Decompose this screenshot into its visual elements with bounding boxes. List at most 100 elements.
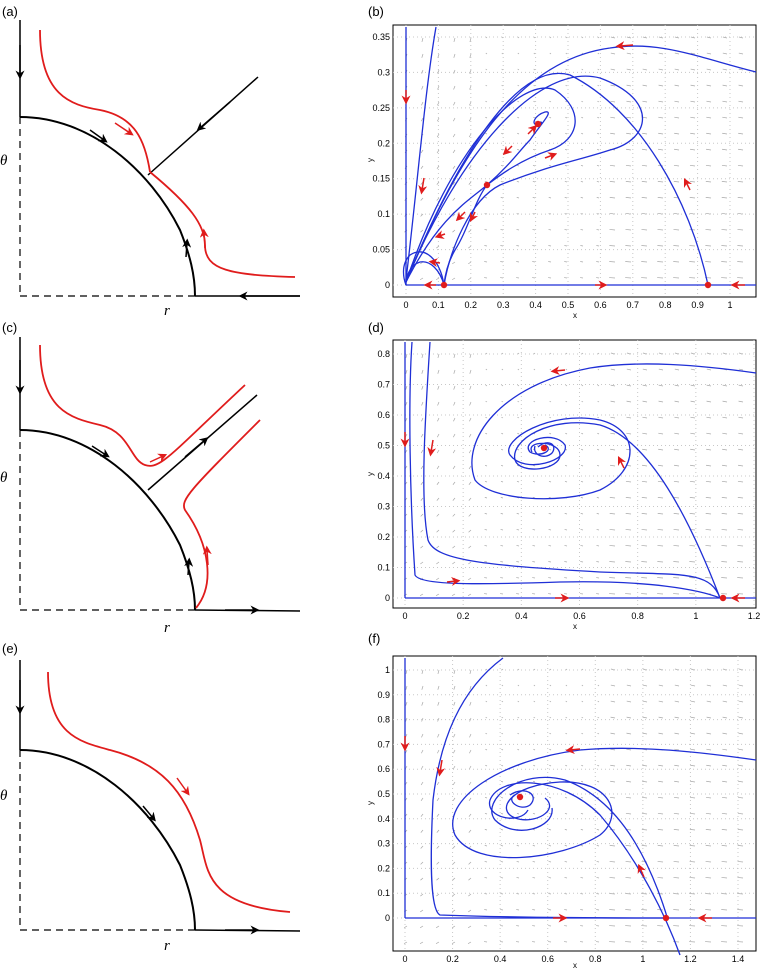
quiver-arrow [532, 812, 536, 815]
quiver-arrow [453, 749, 456, 754]
quiver-arrow [597, 84, 600, 87]
quiver-arrow [597, 368, 600, 371]
quiver-arrow [549, 432, 552, 435]
quiver-arrow [722, 116, 728, 119]
quiver-arrow [673, 180, 680, 183]
quiver-arrow [690, 764, 696, 767]
trajectory [423, 341, 721, 599]
quiver-arrow [533, 684, 536, 687]
quiver-arrow [625, 861, 632, 863]
quiver-arrow [501, 384, 504, 387]
quiver-arrow [737, 197, 744, 199]
quiver-arrow [673, 812, 680, 815]
quiver-arrow [609, 796, 616, 799]
quiver-arrow [626, 148, 632, 151]
quiver-arrow [516, 181, 520, 183]
quiver-arrow [564, 245, 568, 247]
quiver-arrow [485, 700, 488, 703]
quiver-arrow [626, 132, 632, 135]
quiver-arrow [436, 561, 440, 565]
quiver-arrow [405, 669, 408, 675]
red-orbit-upper [39, 29, 151, 173]
quiver-arrow [549, 116, 552, 119]
quiver-arrow [469, 353, 472, 359]
quiver-arrow [452, 149, 456, 154]
quiver-arrow [597, 416, 600, 419]
quiver-arrow [565, 100, 568, 103]
quiver-arrow [565, 748, 568, 751]
quiver-arrow [405, 717, 408, 722]
quiver-arrow [625, 796, 632, 799]
flow-arrow [418, 177, 428, 195]
quiver-arrow [597, 764, 600, 767]
quiver-arrow [738, 448, 744, 451]
quiver-arrow [452, 845, 456, 849]
quiver-arrow [738, 668, 744, 671]
quiver-arrow [484, 197, 488, 199]
quiver-arrow [706, 36, 712, 39]
quiver-arrow [581, 448, 584, 451]
quiver-arrow [721, 497, 728, 499]
quiver-arrow [580, 148, 584, 151]
quiver-arrow [641, 497, 648, 499]
quiver-arrow [738, 368, 744, 371]
quiver-arrow [722, 84, 728, 87]
quiver-arrow [674, 84, 680, 87]
quiver-arrow [625, 545, 632, 547]
quiver-arrow [642, 148, 648, 151]
quiver-arrow [467, 941, 472, 944]
manifold-arrow [184, 437, 209, 458]
quiver-arrow [548, 197, 552, 199]
quiver-arrow [549, 716, 552, 719]
quiver-arrow [421, 37, 424, 43]
quiver-arrow [737, 561, 744, 563]
quiver-arrow [532, 877, 536, 879]
quiver-arrow [468, 513, 472, 517]
quiver-arrow [421, 733, 424, 738]
quiver-arrow [516, 845, 520, 847]
quiver-arrow [657, 796, 664, 799]
quiver-arrow [625, 812, 632, 815]
flow-arrows [400, 366, 745, 603]
quiver-arrow [581, 668, 584, 671]
quiver-arrow [501, 448, 504, 451]
quiver-arrow [532, 245, 536, 247]
quiver-arrow [706, 416, 712, 419]
quiver-arrow [689, 845, 696, 847]
quiver-arrow [469, 69, 472, 74]
quiver-arrow [517, 84, 520, 87]
quiver-arrow [580, 861, 584, 863]
quiver-arrow [565, 84, 568, 87]
quiver-arrow [516, 513, 520, 515]
quiver-arrow [642, 52, 648, 55]
quiver-arrow [549, 448, 552, 451]
y-tick-label: 1 [385, 665, 390, 675]
quiver-arrow [673, 861, 680, 863]
quiver-arrow [610, 764, 616, 767]
quiver-arrow [468, 797, 472, 802]
quiver-arrow [674, 400, 680, 403]
quiver-arrow [706, 100, 712, 103]
quiver-arrow [468, 165, 472, 169]
quiver-arrow [484, 245, 488, 247]
quiver-arrow [532, 164, 536, 167]
quiver-arrow [609, 893, 616, 895]
invariant-circle [19, 429, 196, 611]
quiver-arrow [548, 861, 552, 863]
quiver-arrow [485, 132, 488, 135]
quiver-arrow [532, 561, 536, 563]
quiver-arrow [705, 480, 712, 483]
quiver-arrow [738, 780, 744, 783]
quiver-arrow [435, 277, 440, 281]
quiver-arrow [452, 877, 456, 881]
quiver-arrow [437, 717, 440, 722]
quiver-arrow [500, 893, 504, 895]
quiver-arrow [738, 416, 744, 419]
quiver-arrow [658, 700, 664, 703]
quiver-arrow [658, 100, 664, 103]
quiver-arrow [420, 909, 424, 913]
x-tick-label: 0.3 [497, 300, 510, 310]
quiver-arrow [737, 480, 744, 483]
quiver-arrow [597, 448, 600, 451]
quiver-arrow [580, 464, 584, 467]
